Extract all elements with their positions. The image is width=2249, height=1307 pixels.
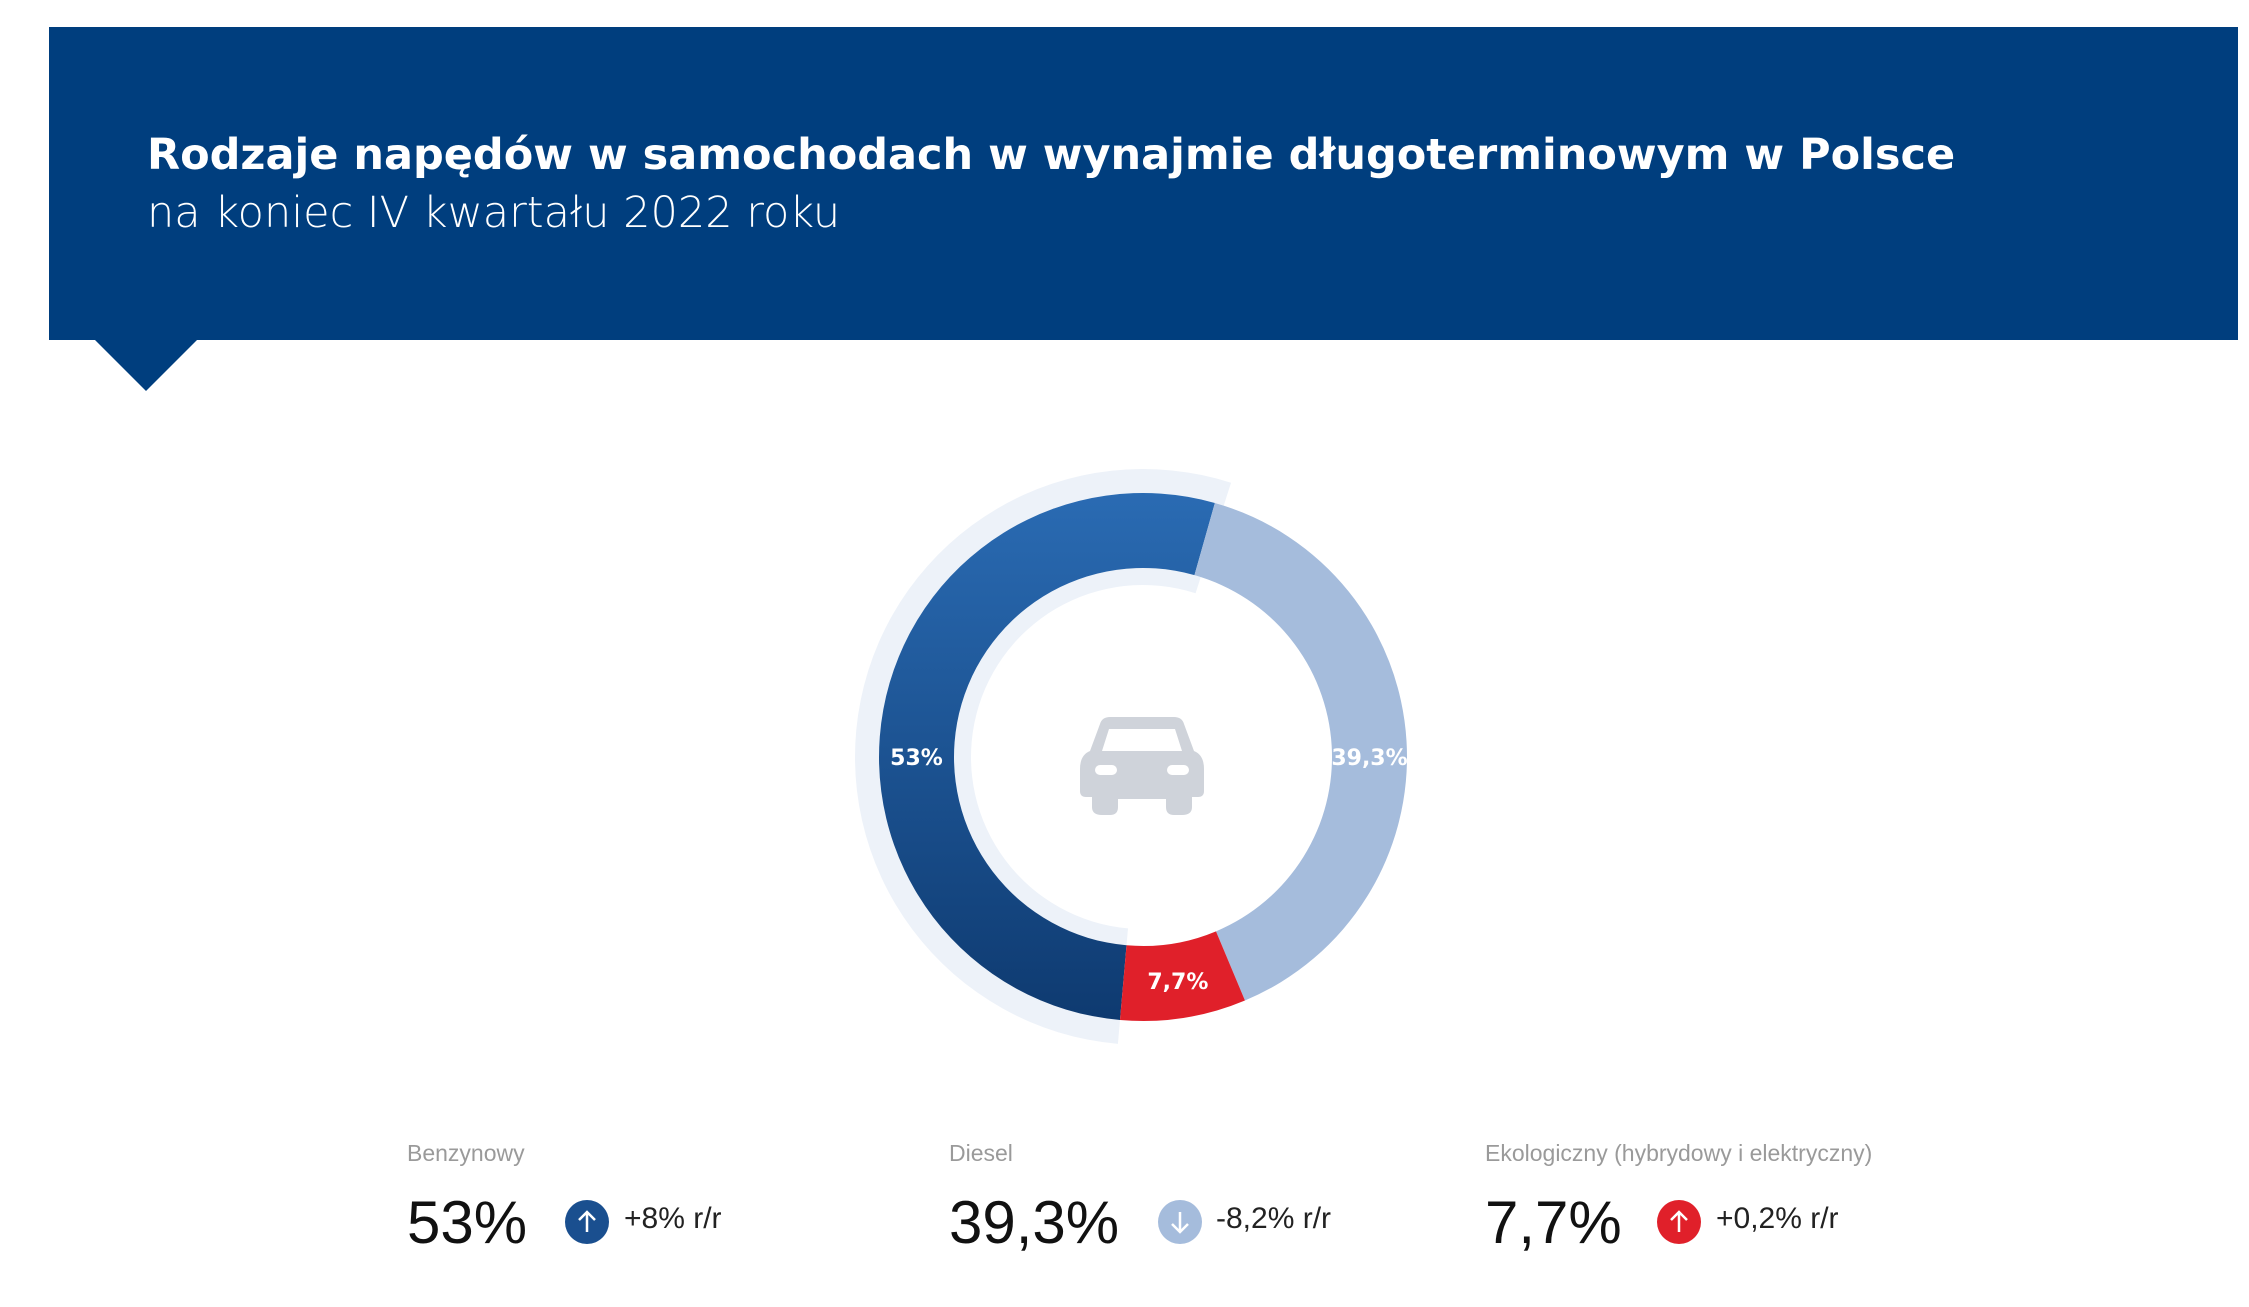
arrow-up-icon <box>1657 1200 1701 1244</box>
car-icon <box>1080 717 1204 815</box>
stat-value: 7,7% <box>1485 1189 1622 1256</box>
stat-label: Diesel <box>949 1140 1013 1166</box>
arrow-down-icon <box>1158 1200 1202 1244</box>
arrow-up-icon <box>565 1200 609 1244</box>
header-pointer <box>94 339 198 391</box>
header-banner <box>49 27 2238 340</box>
page-subtitle: na koniec IV kwartału 2022 roku <box>147 188 841 238</box>
slice-label: 7,7% <box>1147 970 1208 995</box>
stat-label: Benzynowy <box>407 1140 525 1166</box>
donut-slice-3 <box>1119 931 1245 1022</box>
stat-label: Ekologiczny (hybrydowy i elektryczny) <box>1485 1140 1873 1166</box>
donut-slice-1 <box>879 493 1215 1020</box>
stat-change: +8% r/r <box>624 1202 722 1235</box>
stat-change: -8,2% r/r <box>1216 1202 1332 1235</box>
donut-slice-2 <box>1194 502 1407 1001</box>
stat-value: 53% <box>407 1189 528 1256</box>
slice-label: 39,3% <box>1331 746 1407 771</box>
stat-value: 39,3% <box>949 1189 1120 1256</box>
stat-change: +0,2% r/r <box>1716 1202 1839 1235</box>
page-title: Rodzaje napędów w samochodach w wynajmie… <box>147 130 1956 180</box>
slice-label: 53% <box>890 746 943 771</box>
